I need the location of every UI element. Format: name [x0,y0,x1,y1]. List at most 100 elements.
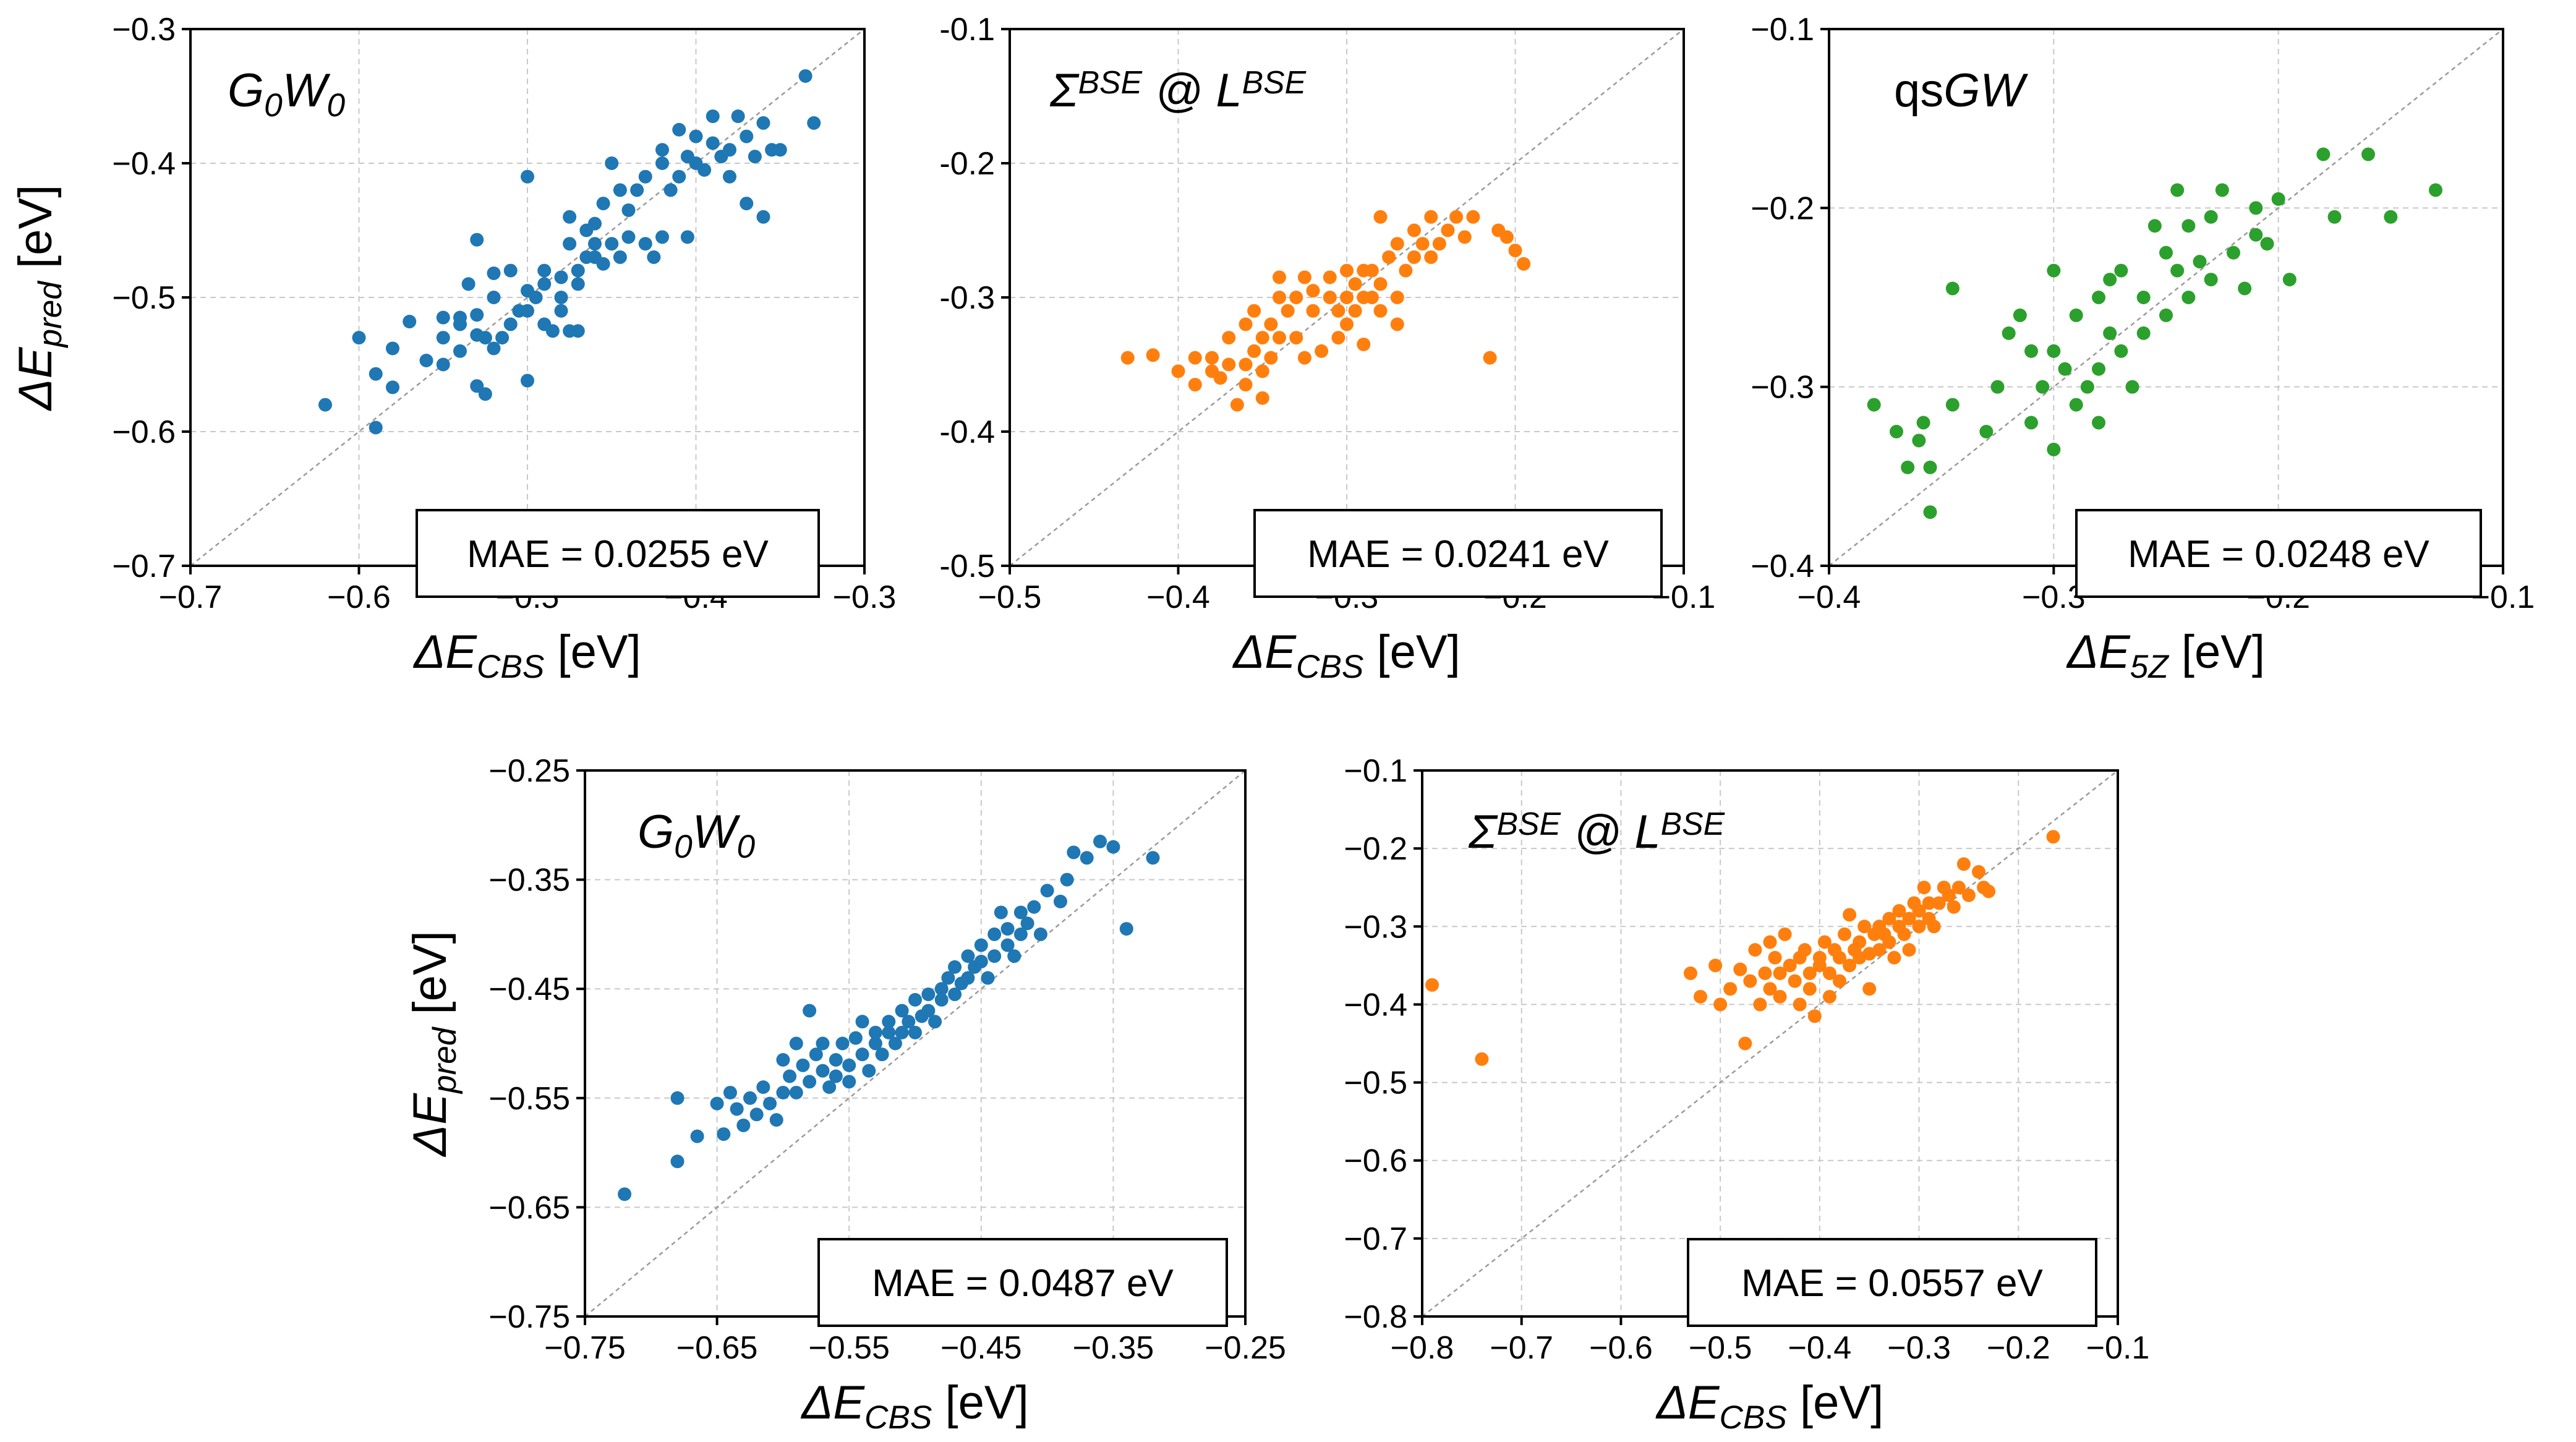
data-point [1188,351,1202,365]
parity-line [584,770,1246,1317]
y-tick-label: −0.4 [112,146,176,182]
data-point [2159,308,2173,322]
data-point [1982,884,1996,898]
x-axis-label-part: CBS [864,1399,932,1436]
data-point [2227,245,2240,260]
data-point [487,291,501,304]
data-point [1273,331,1286,345]
data-point [605,156,619,170]
y-axis-label: ΔEpred [eV] [404,931,463,1157]
data-point [1365,291,1379,304]
data-point [563,210,577,224]
data-point [1323,291,1337,304]
panel-title: G0W0 [228,64,345,124]
data-point [723,143,736,157]
data-point [908,992,922,1007]
y-axis-label-part: pred [32,281,69,349]
data-point [487,341,501,356]
data-point [1365,263,1379,278]
panel-title-part: 0 [674,829,693,865]
data-point [2114,344,2128,358]
data-point [1912,904,1926,918]
panel-title: ΣBSE @ LBSE [1468,806,1725,858]
data-point [1713,997,1728,1012]
data-point [1817,935,1832,949]
data-point [842,1058,856,1072]
data-point [748,150,762,164]
x-tick-label: −0.35 [1073,1330,1154,1366]
data-point [829,1052,843,1067]
parity-line [1422,770,2118,1317]
y-tick-label: −0.5 [1344,1065,1407,1101]
panel-p5: −0.8 −0.7 −0.6 −0.5 −0.4 −0.3 −0.2 −0.1 −0.8 −0.7… [1344,753,2149,1436]
data-point [987,949,1002,963]
data-point [2316,147,2331,161]
data-point [1916,416,1930,430]
panel-p4: −0.75 −0.65 −0.55 −0.45 −0.35 −0.25 −0.75 −0.65… [404,753,1286,1436]
x-axis-label-part: 5Z [2130,649,2170,685]
x-axis-label-part: CBS [477,649,544,685]
data-point [1783,958,1797,973]
data-point [1793,997,1807,1012]
data-point [1315,344,1329,358]
data-point [1306,284,1320,298]
data-point [1807,1009,1822,1023]
panel-title-part: 0 [736,829,755,865]
panel-title-part: 0 [264,87,283,124]
mae-label: MAE = 0.0487 eV [872,1262,1174,1305]
data-point [2170,263,2185,278]
y-tick-label: −0.4 [1751,548,1814,584]
data-point [453,310,467,325]
data-point [2114,263,2128,278]
panel-title-part: GW [1943,64,2028,117]
data-point [1923,505,1937,519]
data-point [2249,201,2263,215]
data-point [680,230,694,244]
x-axis-label: ΔECBS [eV] [412,626,641,685]
x-tick-label: −0.3 [2022,579,2086,615]
panel-title-part: G [638,806,674,858]
data-point [386,380,399,395]
data-point [862,1064,876,1078]
data-point [1763,982,1777,996]
mae-box [1687,1238,2097,1327]
data-point [1331,304,1346,318]
x-tick-label: −0.7 [159,579,223,615]
y-tick-label: −0.3 [1751,370,1814,406]
data-point [803,1075,817,1089]
data-point [1862,982,1877,996]
x-tick-label: −0.8 [1391,1330,1454,1366]
data-point [994,905,1008,919]
data-point [736,1118,751,1132]
data-point [1923,460,1937,474]
y-tick-label: -0.2 [939,146,995,182]
data-point [596,257,610,271]
data-point [789,1085,803,1099]
data-point [554,270,568,284]
data-point [1390,317,1404,331]
data-point [895,1025,909,1039]
x-axis-label-part: ΔE [2066,626,2131,678]
data-point [2092,416,2105,430]
y-tick-label: −0.8 [1344,1299,1407,1335]
mae-box [2075,509,2482,598]
x-tick-label: −0.4 [1798,579,1861,615]
x-tick-label: −0.4 [1788,1330,1852,1366]
data-point [1508,244,1522,258]
data-point [731,109,745,124]
data-point [1802,982,1817,996]
data-point [749,1107,764,1122]
data-point [1945,398,1960,412]
data-point [1912,919,1926,934]
data-point [723,169,736,184]
data-point [1990,380,2005,394]
data-point [882,1025,896,1039]
data-point [1146,348,1160,362]
y-axis-label-part: pred [427,1026,463,1094]
panel-title-part: @ [1142,64,1216,117]
data-point [1289,331,1303,345]
data-point [1171,364,1185,378]
data-point [318,398,332,412]
data-point [470,308,484,322]
data-point [921,1004,936,1018]
